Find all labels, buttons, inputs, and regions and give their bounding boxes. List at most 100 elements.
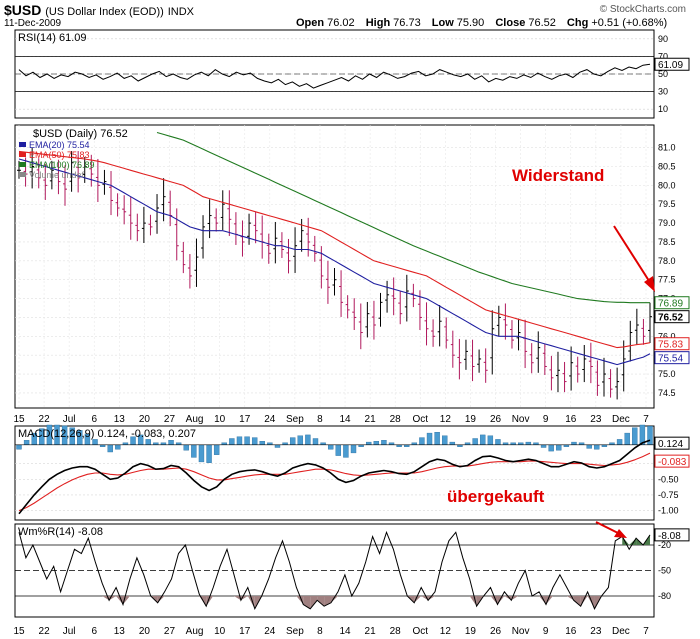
bottom-x-tick-label: 20: [139, 626, 151, 637]
wmr-oversold-fill: [296, 596, 304, 605]
legend-entry: Volume undef: [29, 170, 85, 180]
bottom-x-tick-label: 14: [339, 626, 351, 637]
price-last-ema50: 75.83: [658, 340, 683, 351]
macd-histogram-bar: [647, 425, 653, 446]
wmr-oversold-fill: [206, 596, 214, 607]
macd-tick-label: -1.00: [658, 506, 679, 516]
symbol: $USD: [4, 2, 42, 18]
macd-histogram-bar: [381, 440, 387, 445]
rsi-tick-label: 30: [658, 87, 668, 97]
symbol-title: $USD (US Dollar Index (EOD)) INDX: [4, 2, 194, 18]
wmr-oversold-fill: [310, 596, 318, 609]
bottom-x-tick-label: Aug: [186, 626, 204, 637]
bottom-x-tick-label: 8: [317, 626, 323, 637]
wmr-oversold-fill: [414, 596, 422, 603]
macd-histogram-bar: [229, 438, 235, 446]
price-tick-label: 77.5: [658, 275, 676, 285]
rsi-line: [18, 63, 651, 89]
wmr-oversold-fill: [157, 596, 165, 603]
bottom-x-tick-label: 22: [39, 626, 51, 637]
macd-histogram-bar: [107, 444, 113, 453]
wmr-oversold-fill: [233, 596, 241, 601]
macd-histogram-bar: [449, 441, 456, 446]
macd-line: [18, 439, 651, 515]
close-value: 76.52: [528, 17, 556, 29]
wmr-oversold-fill: [490, 596, 498, 605]
macd-histogram-bar: [472, 438, 478, 446]
wmr-arrow: [595, 521, 621, 535]
macd-histogram-bar: [115, 444, 121, 450]
price-panel: [14, 124, 655, 409]
bottom-x-tick-label: Dec: [612, 626, 630, 637]
wmr-tick-label: -20: [658, 540, 671, 550]
price-tick-label: 79.0: [658, 218, 676, 228]
price-last-ema20: 75.54: [658, 354, 683, 365]
price-last-ema20-box: [654, 351, 690, 365]
macd-histogram-bar: [206, 444, 212, 463]
price-x-tick-label: 21: [365, 414, 377, 425]
resistance-arrow: [613, 225, 652, 285]
price-x-tick-label: 22: [39, 414, 51, 425]
bottom-x-tick-label: 16: [565, 626, 577, 637]
bottom-x-tick-label: 12: [440, 626, 452, 637]
macd-histogram-bar: [259, 441, 265, 446]
macd-histogram-bar: [343, 444, 349, 458]
macd-histogram-bar: [289, 437, 296, 446]
rsi-last-value-box: [654, 57, 690, 71]
price-x-tick-label: 20: [139, 414, 151, 425]
price-x-tick-label: 27: [164, 414, 176, 425]
macd-histogram-bar: [495, 439, 501, 445]
legend-swatch: [19, 162, 26, 167]
macd-histogram-bar: [168, 440, 174, 445]
bottom-x-tick-label: 6: [91, 626, 97, 637]
price-x-tick-label: 28: [390, 414, 402, 425]
macd-histogram-bar: [312, 438, 319, 446]
price-tick-label: 78.0: [658, 256, 676, 266]
bottom-x-tick-label: Jul: [63, 626, 76, 637]
price-x-tick-label: 7: [643, 414, 649, 425]
bottom-x-tick-label: Oct: [412, 626, 428, 637]
price-tick-label: 76.0: [658, 331, 676, 341]
price-x-tick-label: Sep: [286, 414, 304, 425]
bottom-x-tick-label: Sep: [286, 626, 304, 637]
symbol-description: (US Dollar Index (EOD)): [45, 6, 164, 18]
macd-histogram-bar: [213, 444, 220, 455]
wmr-oversold-fill: [504, 596, 512, 601]
macd-signal-last-value-box: [654, 454, 690, 468]
chart-header: $USD (US Dollar Index (EOD)) INDX 11-Dec…: [0, 0, 700, 30]
macd-histogram-bar: [419, 437, 425, 446]
macd-last-value-box: [654, 436, 690, 450]
price-tick-label: 75.0: [658, 369, 676, 379]
price-x-tick-label: 26: [490, 414, 502, 425]
price-x-tick-label: 16: [565, 414, 577, 425]
macd-histogram-bar: [23, 440, 30, 445]
macd-histogram-bar: [434, 432, 440, 446]
macd-histogram-bar: [571, 441, 577, 446]
low-value: 75.90: [456, 17, 485, 29]
macd-title: MACD(12,26,9) 0.124, -0.083, 0.207: [18, 428, 196, 440]
open-value: 76.02: [327, 17, 355, 29]
bottom-x-tick-label: 9: [543, 626, 549, 637]
macd-histogram-bar: [327, 444, 334, 450]
macd-histogram-bar: [594, 444, 600, 450]
ema20-line: [18, 158, 651, 366]
legend-swatch: [19, 172, 26, 177]
macd-histogram-bar: [236, 436, 243, 446]
bottom-x-tick-label: 7: [643, 626, 649, 637]
price-tick-label: 80.0: [658, 180, 676, 190]
price-tick-label: 78.5: [658, 237, 676, 247]
chg-label: Chg: [566, 17, 589, 29]
bottom-x-tick-label: 21: [365, 626, 377, 637]
macd-histogram-bar: [305, 434, 311, 445]
macd-histogram-bar: [244, 436, 250, 446]
rsi-title: RSI(14) 61.09: [18, 32, 86, 44]
price-x-tick-label: Nov: [512, 414, 530, 425]
macd-histogram-bar: [442, 435, 448, 445]
rsi-tick-label: 50: [658, 69, 668, 79]
ema100-line: [156, 131, 650, 304]
price-x-tick-label: 9: [543, 414, 549, 425]
macd-histogram-bar: [540, 444, 547, 448]
high-value: 76.73: [393, 17, 421, 29]
wmr-last-value-box: [654, 528, 690, 542]
